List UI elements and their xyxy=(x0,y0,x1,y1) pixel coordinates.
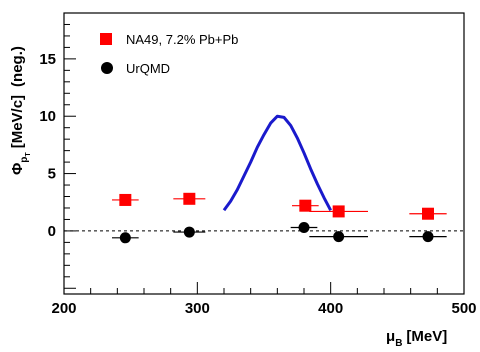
urqmd-data-point xyxy=(183,226,195,238)
x-axis-unit: [MeV] xyxy=(406,328,447,345)
data-points xyxy=(112,192,447,244)
legend-label-urqmd: UrQMD xyxy=(126,61,170,76)
tick-labels: 200 300 400 500 0 5 10 15 xyxy=(39,51,476,317)
urqmd-data-point xyxy=(422,231,434,243)
na49-data-point xyxy=(183,192,196,205)
na49-data-point xyxy=(119,193,132,206)
na49-data-point xyxy=(422,207,434,220)
x-axis-title: μB [MeV] xyxy=(386,328,447,349)
x-tick-label: 200 xyxy=(51,300,76,317)
x-axis-symbol: μ xyxy=(386,328,395,345)
y-axis-subsubscript: T xyxy=(25,152,32,157)
na49-data-point xyxy=(332,205,345,218)
urqmd-data-point xyxy=(333,231,345,243)
y-axis-symbol: Φ xyxy=(9,163,26,175)
legend-label-na49: NA49, 7.2% Pb+Pb xyxy=(126,32,238,47)
y-axis-unit: [MeV/c] xyxy=(9,95,26,148)
plot-frame xyxy=(63,12,465,295)
na49-data-point xyxy=(299,199,312,212)
x-tick-label: 500 xyxy=(451,300,476,317)
y-tick-label: 10 xyxy=(39,108,56,125)
legend: NA49, 7.2% Pb+Pb UrQMD xyxy=(100,32,238,76)
y-axis-title: ΦpT [MeV/c] (neg.) xyxy=(9,46,32,175)
y-axis-note: (neg.) xyxy=(9,46,26,87)
model-curve xyxy=(222,114,332,212)
x-tick-label: 300 xyxy=(185,300,210,317)
urqmd-data-point xyxy=(298,221,310,233)
legend-marker-urqmd xyxy=(101,62,113,74)
x-axis-subscript: B xyxy=(395,338,402,349)
axis-ticks xyxy=(63,23,465,294)
y-tick-label: 0 xyxy=(48,223,56,240)
x-tick-label: 400 xyxy=(318,300,343,317)
y-axis-subscript: p xyxy=(19,157,30,163)
legend-marker-na49 xyxy=(100,33,112,45)
urqmd-data-point xyxy=(119,232,131,244)
curve-layer xyxy=(222,114,332,212)
y-tick-label: 5 xyxy=(48,166,56,183)
y-tick-label: 15 xyxy=(39,51,56,68)
